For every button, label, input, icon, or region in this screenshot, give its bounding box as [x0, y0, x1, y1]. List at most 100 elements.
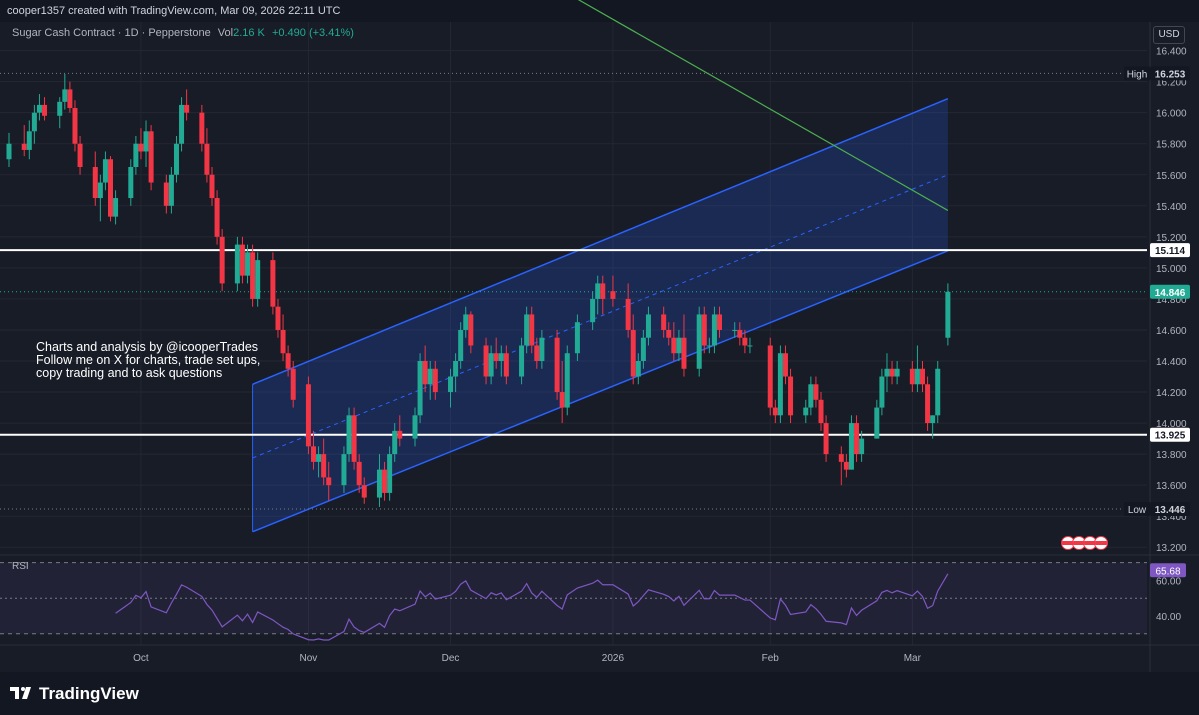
price-change: +0.490 (+3.41%): [271, 27, 354, 39]
candle-body: [630, 329, 636, 377]
candle-body: [108, 159, 113, 217]
candle-body: [382, 469, 388, 493]
candle-body: [534, 345, 540, 361]
candle-body: [67, 89, 73, 109]
candle-body: [453, 361, 459, 377]
price-tick-label: 14.800: [1156, 295, 1187, 306]
candle-body: [133, 143, 139, 167]
time-tick-label: Mar: [904, 653, 922, 664]
candle-body: [782, 353, 788, 377]
candle-body: [920, 368, 925, 385]
candle-body: [488, 353, 494, 377]
channel-lower-line: [252, 250, 949, 533]
price-tick-label: 16.400: [1156, 47, 1187, 58]
us-flag-icon: [1072, 536, 1086, 550]
price-badges: High 16.253 15.114 14.846 13.925 Low 13.446 65.…: [1124, 66, 1190, 578]
candle-body: [590, 298, 596, 323]
price-tick-label: 15.200: [1156, 233, 1187, 244]
last-price-value: 14.846: [1155, 288, 1186, 299]
brand-name: TradingView: [39, 684, 139, 703]
candle-body: [143, 131, 149, 152]
candle-body: [554, 337, 560, 393]
candle-body: [894, 368, 900, 377]
currency-button[interactable]: USD: [1153, 26, 1185, 44]
price-tick-label: 15.600: [1156, 171, 1187, 182]
candle-body: [859, 438, 865, 455]
rsi-value: 65.68: [1155, 566, 1180, 577]
candle-body: [706, 345, 712, 347]
annotation-text: Charts and analysis by @icooperTrades Fo…: [36, 340, 261, 380]
candle-body: [280, 329, 286, 354]
candle-body: [163, 182, 169, 206]
price-axis: 16.400 16.200 16.000 15.800 15.600 15.400 15.2…: [1149, 22, 1187, 672]
price-tick-label: 15.000: [1156, 264, 1187, 275]
time-tick-label: Nov: [300, 653, 318, 664]
candle-body: [72, 108, 78, 144]
candle-body: [179, 104, 185, 144]
candle-body: [412, 415, 418, 439]
level-lower-badge: [1150, 427, 1190, 442]
candle-body: [874, 407, 880, 439]
symbol-title: Sugar Cash Contract · 1D · Pepperstone: [12, 27, 211, 39]
candle-body: [209, 174, 215, 199]
price-tick-label: 13.200: [1156, 543, 1187, 554]
symbol-legend: Sugar Cash Contract · 1D · Pepperstone V…: [12, 27, 354, 39]
price-tick-label: 13.800: [1156, 450, 1187, 461]
candle-body: [524, 314, 530, 346]
candle-body: [732, 329, 738, 331]
rsi-line: [115, 573, 949, 641]
candle-body: [696, 314, 702, 369]
candle-body: [31, 112, 37, 132]
price-tick-label: 15.800: [1156, 140, 1187, 151]
candle-body: [427, 368, 433, 385]
descending-trendline: [577, 0, 949, 211]
candle-body: [463, 314, 469, 330]
candle-body: [519, 345, 525, 377]
price-tick-label: 13.600: [1156, 481, 1187, 492]
candle-body: [62, 89, 68, 102]
candle-body: [879, 376, 885, 408]
candle-body: [681, 337, 687, 369]
candle-body: [564, 353, 570, 408]
candle-body: [661, 314, 667, 330]
candle-body: [92, 167, 98, 199]
rsi-tick-label: 40.00: [1156, 612, 1181, 623]
candle-body: [595, 283, 601, 299]
candles: [6, 73, 951, 507]
channel-fill: [252, 98, 948, 532]
candle-body: [239, 244, 245, 276]
time-tick-label: Feb: [762, 653, 780, 664]
us-flag-icon: [1083, 536, 1097, 550]
price-tick-label: 14.000: [1156, 419, 1187, 430]
events-flag-group[interactable]: [1061, 536, 1108, 550]
candle-body: [493, 353, 499, 361]
candle-body: [102, 159, 108, 183]
candle-body: [305, 384, 311, 447]
candle-body: [321, 454, 327, 478]
candle-body: [42, 104, 48, 116]
candle-body: [701, 314, 707, 346]
candle-body: [788, 376, 794, 416]
candle-body: [173, 143, 179, 175]
candle-body: [909, 368, 915, 385]
low-tag-label: Low: [1128, 505, 1147, 516]
level-lower-value: 13.925: [1155, 431, 1186, 442]
candle-body: [676, 337, 682, 354]
candle-body: [448, 376, 454, 393]
level-upper-value: 15.114: [1155, 246, 1185, 257]
candle-body: [671, 337, 677, 354]
candle-body: [747, 345, 753, 347]
candle-body: [823, 423, 829, 455]
candle-body: [640, 337, 646, 361]
candle-body: [21, 143, 27, 150]
candle-body: [250, 252, 256, 299]
high-tag-label: High: [1127, 69, 1148, 80]
candle-body: [666, 329, 672, 338]
high-badge: [1150, 66, 1190, 81]
candle-body: [57, 101, 63, 116]
candle-body: [214, 198, 220, 237]
time-axis: Oct Nov Dec 2026 Feb Mar: [0, 644, 1199, 664]
tradingview-brand[interactable]: TradingView: [10, 684, 139, 704]
time-tick-label: 2026: [602, 653, 625, 664]
